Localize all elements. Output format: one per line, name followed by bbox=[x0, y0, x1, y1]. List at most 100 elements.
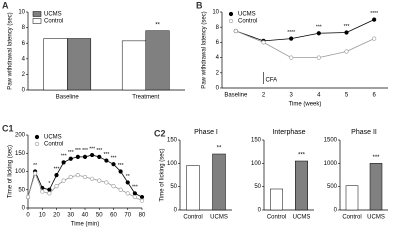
annotation: CFA bbox=[266, 78, 278, 84]
series-line bbox=[235, 19, 375, 42]
significance: **** bbox=[287, 30, 295, 36]
legend-label: Control bbox=[44, 19, 63, 25]
x-tick-label: 0 bbox=[26, 213, 30, 219]
point bbox=[97, 154, 102, 159]
point bbox=[40, 189, 45, 194]
y-tick-label: 50 bbox=[254, 184, 261, 190]
point bbox=[68, 156, 73, 161]
subplot-title: Phase I bbox=[194, 129, 218, 136]
subplot-title: Phase II bbox=[351, 129, 377, 136]
y-tick-label: 0 bbox=[22, 206, 26, 212]
significance: *** bbox=[372, 155, 380, 161]
point bbox=[61, 160, 66, 165]
x-tick-label: 3 bbox=[289, 93, 293, 99]
bar bbox=[43, 38, 68, 91]
subplot-title: Interphase bbox=[272, 129, 305, 136]
y-tick-label: 100 bbox=[251, 161, 262, 167]
x-tick-label: UCMS bbox=[293, 215, 311, 221]
x-tick-label: 30 bbox=[67, 213, 74, 219]
x-tick-label: Treatment bbox=[132, 95, 159, 101]
bar bbox=[369, 163, 383, 211]
x-tick-label: Control bbox=[342, 215, 361, 221]
point bbox=[25, 194, 31, 200]
y-tick-label: 500 bbox=[327, 184, 338, 190]
x-tick-label: 70 bbox=[124, 213, 131, 219]
y-tick-label: 0 bbox=[22, 88, 26, 94]
x-tick-label: Baseline bbox=[224, 93, 248, 99]
legend-swatch bbox=[32, 11, 42, 17]
x-tick-label: Control bbox=[267, 215, 286, 221]
x-tick-label: 6 bbox=[372, 93, 376, 99]
point bbox=[289, 55, 294, 60]
legend-swatch bbox=[34, 141, 40, 147]
x-tick-label: 20 bbox=[53, 213, 60, 219]
significance: *** bbox=[298, 153, 306, 159]
significance: *** bbox=[82, 148, 88, 154]
point bbox=[118, 187, 123, 192]
point bbox=[68, 174, 73, 180]
y-tick-label: 1500 bbox=[324, 138, 338, 144]
bar bbox=[270, 188, 283, 211]
x-tick-label: 4 bbox=[317, 93, 321, 99]
panel-label: C1 bbox=[2, 123, 14, 133]
point bbox=[97, 178, 102, 183]
point bbox=[47, 187, 52, 192]
point bbox=[344, 30, 349, 35]
x-tick-label: 10 bbox=[39, 213, 46, 219]
y-axis-label: Paw withdrawal latency (sec) bbox=[8, 12, 14, 89]
panel-label: B bbox=[196, 0, 203, 10]
y-tick-label: 4 bbox=[216, 55, 220, 61]
y-tick-label: 50 bbox=[18, 187, 25, 193]
significance: ** bbox=[155, 22, 160, 28]
point bbox=[125, 191, 130, 196]
significance: *** bbox=[103, 152, 109, 158]
panel-label: A bbox=[2, 0, 9, 10]
point bbox=[132, 194, 137, 200]
significance: *** bbox=[344, 24, 350, 30]
y-tick-label: 2 bbox=[22, 72, 26, 78]
point bbox=[111, 184, 116, 189]
point bbox=[233, 28, 238, 34]
x-tick-label: UCMS bbox=[210, 215, 228, 221]
x-tick-label: UCMS bbox=[367, 215, 385, 221]
legend-label: UCMS bbox=[44, 12, 62, 18]
legend-label: UCMS bbox=[238, 12, 256, 18]
point bbox=[111, 162, 116, 167]
legend-swatch bbox=[32, 18, 42, 24]
x-axis-label: Time (week) bbox=[289, 102, 322, 108]
point bbox=[139, 194, 145, 200]
x-tick-label: 40 bbox=[82, 213, 89, 219]
y-tick-label: 2 bbox=[216, 70, 220, 76]
point bbox=[75, 173, 80, 178]
y-tick-label: 0 bbox=[258, 208, 262, 214]
y-axis-label: Paw withdrawal latency (sec) bbox=[202, 11, 208, 88]
y-tick-label: 8 bbox=[22, 25, 26, 31]
y-tick-label: 0 bbox=[216, 86, 220, 92]
x-tick-label: 2 bbox=[262, 93, 266, 99]
panel-label: C2 bbox=[154, 128, 166, 138]
y-tick-label: 150 bbox=[167, 138, 178, 144]
y-axis-label: Time of licking (sec) bbox=[160, 148, 166, 201]
bar bbox=[186, 165, 200, 211]
significance: *** bbox=[132, 185, 138, 191]
y-tick-label: 6 bbox=[22, 41, 26, 47]
significance: *** bbox=[54, 166, 60, 172]
series-line bbox=[235, 30, 375, 58]
point bbox=[316, 31, 321, 36]
point bbox=[104, 180, 109, 185]
point bbox=[61, 178, 66, 183]
x-axis-label: Time (min) bbox=[71, 222, 99, 228]
bar bbox=[295, 160, 308, 211]
point bbox=[372, 17, 377, 22]
point bbox=[125, 180, 130, 185]
significance: *** bbox=[111, 156, 117, 162]
x-tick-label: Baseline bbox=[56, 95, 80, 101]
y-tick-label: 0 bbox=[174, 208, 178, 214]
point bbox=[139, 198, 145, 203]
x-tick-label: 50 bbox=[96, 213, 103, 219]
x-tick-label: 80 bbox=[139, 213, 146, 219]
y-axis-label: Time of licking (sec) bbox=[8, 145, 14, 198]
y-tick-label: 4 bbox=[22, 56, 26, 62]
x-tick-label: 60 bbox=[110, 213, 117, 219]
y-tick-label: 50 bbox=[170, 184, 177, 190]
